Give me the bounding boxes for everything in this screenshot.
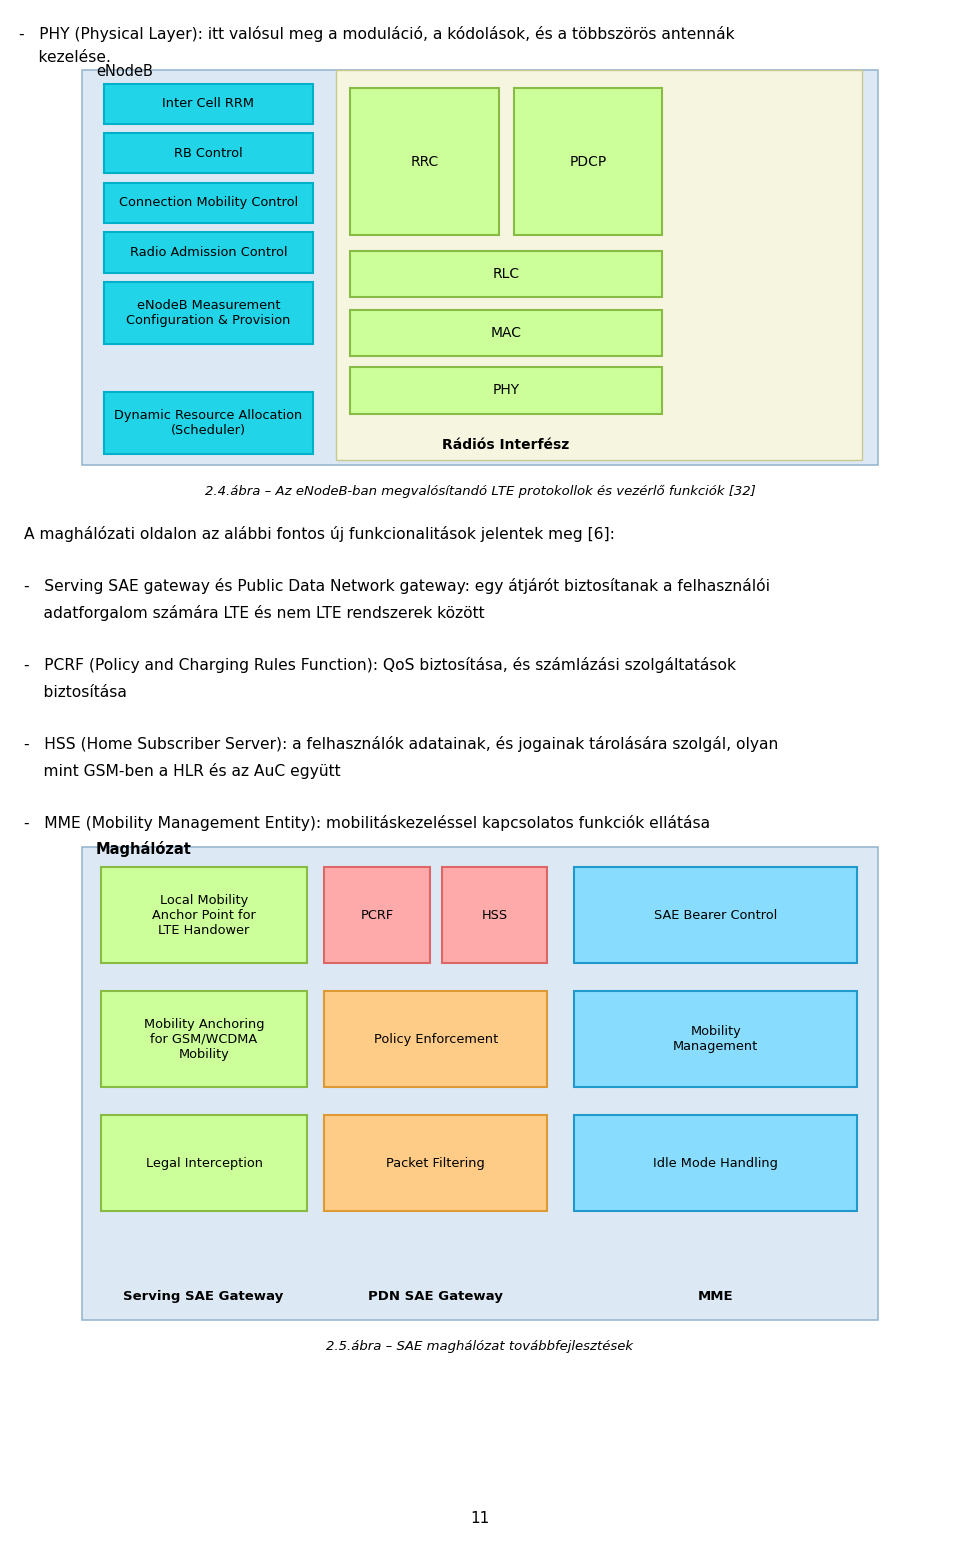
Text: -   Serving SAE gateway és Public Data Network gateway: egy átjárót biztosítanak: - Serving SAE gateway és Public Data Net… [24, 578, 770, 593]
Text: 2.5.ábra – SAE maghálózat továbbfejlesztések: 2.5.ábra – SAE maghálózat továbbfejleszt… [326, 1340, 634, 1352]
FancyBboxPatch shape [104, 232, 313, 273]
FancyBboxPatch shape [82, 847, 878, 1320]
FancyBboxPatch shape [324, 991, 547, 1087]
FancyBboxPatch shape [82, 70, 878, 465]
Text: Connection Mobility Control: Connection Mobility Control [119, 197, 298, 209]
Text: kezelése.: kezelése. [19, 50, 111, 65]
Text: Serving SAE Gateway: Serving SAE Gateway [124, 1290, 283, 1303]
FancyBboxPatch shape [350, 367, 662, 414]
Text: MME: MME [697, 1290, 733, 1303]
Text: -   HSS (Home Subscriber Server): a felhasználók adatainak, és jogainak tárolásá: - HSS (Home Subscriber Server): a felhas… [24, 736, 779, 751]
Text: Mobility
Management: Mobility Management [673, 1025, 758, 1053]
Text: RB Control: RB Control [174, 147, 243, 160]
FancyBboxPatch shape [104, 392, 313, 454]
Text: Mobility Anchoring
for GSM/WCDMA
Mobility: Mobility Anchoring for GSM/WCDMA Mobilit… [144, 1018, 264, 1061]
Text: -   MME (Mobility Management Entity): mobilitáskezeléssel kapcsolatos funkciók e: - MME (Mobility Management Entity): mobi… [24, 815, 710, 830]
FancyBboxPatch shape [324, 867, 430, 963]
Text: Policy Enforcement: Policy Enforcement [373, 1033, 498, 1046]
Text: PHY: PHY [492, 383, 520, 398]
FancyBboxPatch shape [514, 88, 662, 235]
Text: eNodeB: eNodeB [96, 64, 153, 79]
Text: PDN SAE Gateway: PDN SAE Gateway [369, 1290, 503, 1303]
Text: -   PHY (Physical Layer): itt valósul meg a moduláció, a kódolások, és a többszö: - PHY (Physical Layer): itt valósul meg … [19, 26, 734, 42]
Text: biztosítása: biztosítása [24, 685, 127, 700]
Text: RLC: RLC [492, 266, 520, 282]
Text: SAE Bearer Control: SAE Bearer Control [654, 909, 778, 922]
Text: RRC: RRC [411, 155, 439, 169]
FancyBboxPatch shape [104, 84, 313, 124]
FancyBboxPatch shape [104, 183, 313, 223]
FancyBboxPatch shape [442, 867, 547, 963]
Text: Radio Admission Control: Radio Admission Control [130, 246, 287, 259]
Text: Rádiós Interfész: Rádiós Interfész [443, 437, 569, 452]
Text: MAC: MAC [491, 325, 522, 341]
Text: Dynamic Resource Allocation
(Scheduler): Dynamic Resource Allocation (Scheduler) [114, 409, 302, 437]
FancyBboxPatch shape [104, 133, 313, 173]
Text: Local Mobility
Anchor Point for
LTE Handower: Local Mobility Anchor Point for LTE Hand… [152, 894, 256, 937]
FancyBboxPatch shape [574, 991, 857, 1087]
FancyBboxPatch shape [324, 1115, 547, 1211]
FancyBboxPatch shape [574, 867, 857, 963]
Text: A maghálózati oldalon az alábbi fontos új funkcionalitások jelentek meg [6]:: A maghálózati oldalon az alábbi fontos ú… [24, 527, 614, 542]
Text: PCRF: PCRF [361, 909, 394, 922]
Text: Packet Filtering: Packet Filtering [387, 1157, 485, 1169]
Text: PDCP: PDCP [569, 155, 607, 169]
FancyBboxPatch shape [574, 1115, 857, 1211]
Text: Inter Cell RRM: Inter Cell RRM [162, 98, 254, 110]
FancyBboxPatch shape [101, 1115, 307, 1211]
Text: Idle Mode Handling: Idle Mode Handling [653, 1157, 779, 1169]
FancyBboxPatch shape [336, 70, 862, 460]
Text: eNodeB Measurement
Configuration & Provision: eNodeB Measurement Configuration & Provi… [126, 299, 291, 327]
Text: Legal Interception: Legal Interception [146, 1157, 262, 1169]
Text: 11: 11 [470, 1510, 490, 1526]
FancyBboxPatch shape [101, 867, 307, 963]
FancyBboxPatch shape [350, 88, 499, 235]
Text: 2.4.ábra – Az eNodeB-ban megvalósítandó LTE protokollok és vezérlő funkciók [32]: 2.4.ábra – Az eNodeB-ban megvalósítandó … [204, 485, 756, 497]
FancyBboxPatch shape [350, 310, 662, 356]
FancyBboxPatch shape [101, 991, 307, 1087]
Text: Maghálózat: Maghálózat [96, 841, 192, 857]
FancyBboxPatch shape [350, 251, 662, 297]
Text: HSS: HSS [481, 909, 508, 922]
Text: adatforgalom számára LTE és nem LTE rendszerek között: adatforgalom számára LTE és nem LTE rend… [24, 606, 485, 621]
Text: mint GSM-ben a HLR és az AuC együtt: mint GSM-ben a HLR és az AuC együtt [24, 764, 341, 779]
FancyBboxPatch shape [104, 282, 313, 344]
Text: -   PCRF (Policy and Charging Rules Function): QoS biztosítása, és számlázási sz: - PCRF (Policy and Charging Rules Functi… [24, 657, 736, 672]
